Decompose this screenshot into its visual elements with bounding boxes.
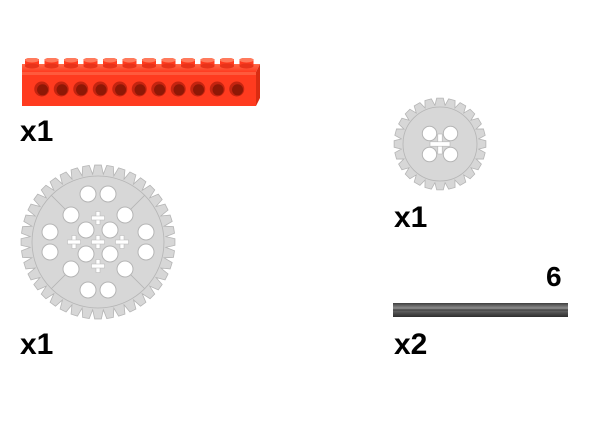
quantity-label-axle: x2 [394, 328, 428, 361]
quantity-label-gear-40: x1 [20, 328, 54, 361]
gear-24-tooth [392, 96, 488, 192]
technic-brick-1x12 [20, 58, 262, 108]
axle-icon [393, 303, 568, 317]
quantity-label-brick: x1 [20, 115, 54, 148]
axle-length-label: 6 [546, 261, 562, 292]
axle [393, 302, 569, 318]
technic-brick-icon [22, 58, 260, 106]
gear-icon [20, 164, 176, 320]
quantity-label-gear-24: x1 [394, 201, 428, 234]
gear-40-tooth [20, 164, 176, 320]
gear-icon [393, 97, 487, 191]
